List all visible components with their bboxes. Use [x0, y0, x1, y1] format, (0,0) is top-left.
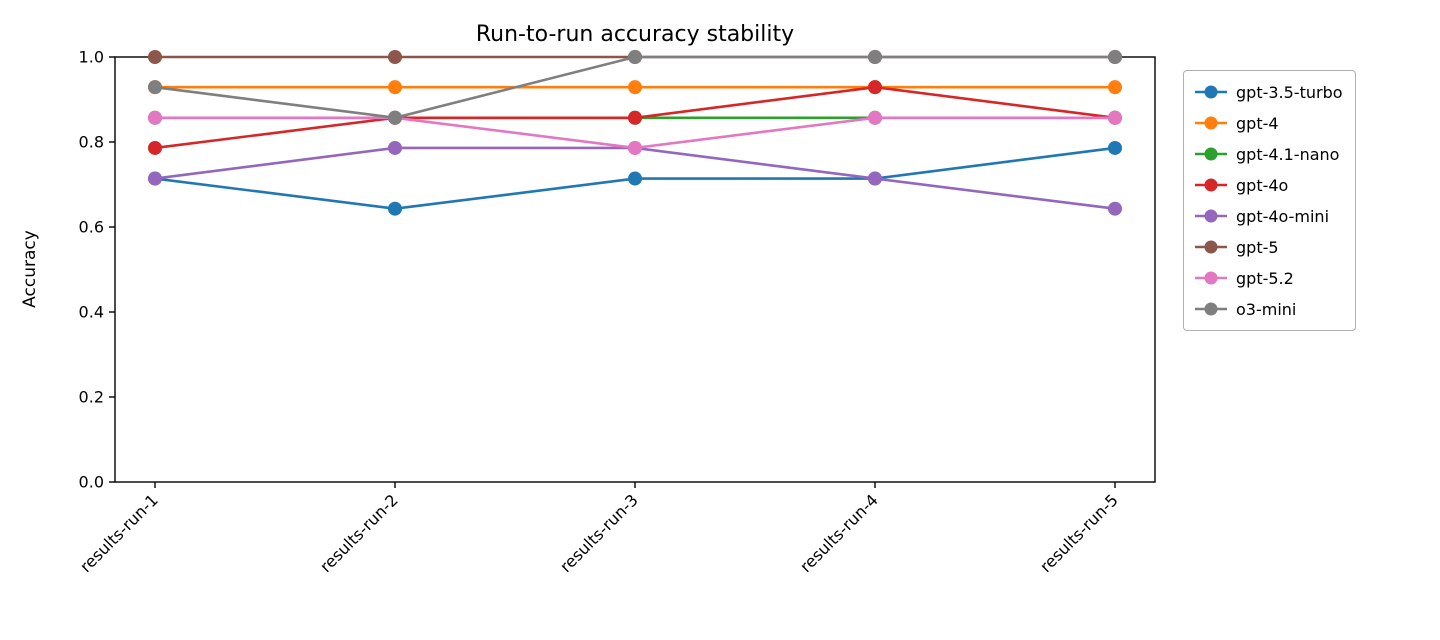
- series-marker-gpt-4o: [148, 140, 162, 155]
- legend-label: gpt-4o: [1236, 175, 1289, 195]
- series-marker-o3-mini: [628, 50, 642, 64]
- chart-title: Run-to-run accuracy stability: [475, 22, 795, 47]
- series-marker-gpt-4: [628, 80, 642, 95]
- legend: gpt-3.5-turbo gpt-4 gpt-4.1-nano gpt-4o gpt-…: [1183, 70, 1356, 331]
- legend-label: gpt-4o-mini: [1236, 206, 1330, 226]
- series-marker-gpt-4o-mini: [388, 140, 402, 155]
- legend-marker-icon: [1195, 85, 1227, 99]
- series-marker-gpt-3.5-turbo: [628, 171, 642, 186]
- y-tick-label: 0.6: [79, 218, 104, 237]
- series-marker-gpt-4o-mini: [148, 171, 162, 186]
- series-marker-o3-mini: [148, 80, 162, 95]
- x-tick-label: results-run-1: [76, 490, 162, 576]
- series-marker-gpt-5.2: [868, 110, 882, 125]
- legend-marker-icon: [1195, 178, 1227, 192]
- y-axis-label: Accuracy: [20, 230, 40, 308]
- legend-item-gpt-5: gpt-5: [1194, 234, 1343, 260]
- x-tick-label: results-run-4: [796, 490, 882, 576]
- y-tick-label: 0.8: [79, 133, 104, 152]
- series-marker-gpt-5.2: [148, 110, 162, 125]
- series-marker-gpt-5.2: [1108, 110, 1122, 125]
- y-tick-label: 0.0: [79, 473, 104, 492]
- legend-item-gpt-4o: gpt-4o: [1194, 172, 1343, 198]
- legend-item-gpt-5.2: gpt-5.2: [1194, 265, 1343, 291]
- legend-item-gpt-4.1-nano: gpt-4.1-nano: [1194, 141, 1343, 167]
- series-marker-o3-mini: [868, 50, 882, 64]
- legend-item-gpt-4: gpt-4: [1194, 110, 1343, 136]
- series-marker-gpt-4o-mini: [868, 171, 882, 186]
- legend-marker-icon: [1195, 302, 1227, 316]
- series-marker-gpt-5: [388, 50, 402, 64]
- series-marker-gpt-4o: [628, 110, 642, 125]
- legend-marker-icon: [1195, 209, 1227, 223]
- series-marker-o3-mini: [1108, 50, 1122, 64]
- y-tick-label: 0.4: [79, 303, 104, 322]
- series-marker-gpt-4: [388, 80, 402, 95]
- legend-marker-icon: [1195, 147, 1227, 161]
- series-marker-o3-mini: [388, 110, 402, 125]
- legend-marker-icon: [1195, 271, 1227, 285]
- legend-label: gpt-4.1-nano: [1236, 144, 1340, 164]
- series-marker-gpt-4o-mini: [1108, 201, 1122, 216]
- legend-label: gpt-3.5-turbo: [1236, 82, 1343, 102]
- legend-marker-icon: [1195, 240, 1227, 254]
- legend-label: gpt-4: [1236, 113, 1279, 133]
- legend-marker-icon: [1195, 116, 1227, 130]
- legend-label: gpt-5.2: [1236, 268, 1294, 288]
- series-marker-gpt-5.2: [628, 140, 642, 155]
- series-marker-gpt-3.5-turbo: [1108, 140, 1122, 155]
- x-tick-label: results-run-5: [1036, 490, 1122, 576]
- legend-label: o3-mini: [1236, 299, 1297, 319]
- legend-item-gpt-4o-mini: gpt-4o-mini: [1194, 203, 1343, 229]
- series-marker-gpt-3.5-turbo: [388, 201, 402, 216]
- y-tick-label: 0.2: [79, 388, 104, 407]
- y-tick-label: 1.0: [79, 48, 104, 67]
- legend-item-gpt-3.5-turbo: gpt-3.5-turbo: [1194, 79, 1343, 105]
- x-tick-label: results-run-3: [556, 490, 642, 576]
- legend-label: gpt-5: [1236, 237, 1279, 257]
- series-marker-gpt-4: [1108, 80, 1122, 95]
- x-tick-label: results-run-2: [316, 490, 402, 576]
- legend-item-o3-mini: o3-mini: [1194, 296, 1343, 322]
- series-marker-gpt-5: [148, 50, 162, 64]
- series-marker-gpt-4o: [868, 80, 882, 95]
